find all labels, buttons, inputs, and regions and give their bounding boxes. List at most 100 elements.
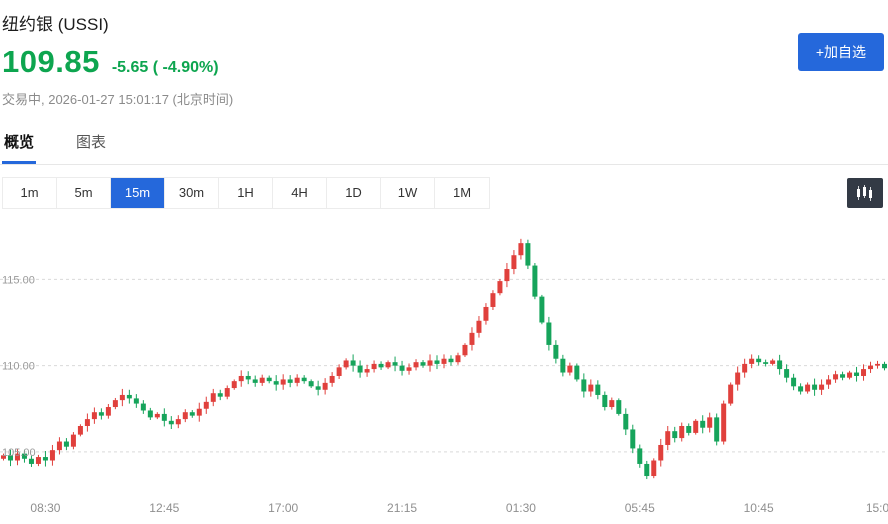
candle-body: [805, 384, 811, 392]
candle-body: [42, 457, 48, 461]
candle-body: [0, 455, 6, 459]
candle-body: [434, 360, 440, 364]
candle-body: [224, 388, 230, 397]
candle-body: [882, 363, 888, 369]
x-axis-label: 05:45: [624, 501, 655, 515]
candle-body: [574, 365, 580, 380]
candle-body: [84, 419, 90, 426]
chart-canvas: 115.00 110.00 105.00: [0, 238, 888, 480]
candle-body: [707, 417, 713, 428]
candle-body: [791, 377, 797, 387]
candle-body: [210, 393, 216, 402]
candle-body: [588, 384, 594, 392]
current-price: 109.85: [2, 44, 100, 79]
candle-body: [112, 400, 118, 408]
candle-body: [721, 403, 727, 442]
timeframe-15m[interactable]: 15m: [111, 178, 165, 208]
y-axis-label: 110.00: [2, 361, 35, 373]
y-axis-label: 105.00: [2, 447, 36, 459]
candle-body: [273, 381, 279, 385]
candle-body: [469, 332, 475, 345]
candlestick-chart[interactable]: 115.00 110.00 105.00 08:30 12:45 17:00 21:15 0…: [0, 219, 888, 519]
tab-overview[interactable]: 概览: [2, 121, 37, 164]
candle-body: [581, 379, 587, 392]
candle-body: [672, 431, 678, 439]
candle-body: [301, 377, 307, 382]
candle-body: [539, 296, 545, 323]
candle-body: [56, 441, 62, 451]
candle-body: [231, 381, 237, 389]
candle-body: [532, 265, 538, 297]
candle-body: [784, 369, 790, 378]
candle-body: [420, 362, 426, 366]
candle-body: [252, 379, 258, 383]
candle-body: [812, 384, 818, 390]
candle-body: [98, 412, 104, 416]
timeframe-1M[interactable]: 1M: [435, 178, 489, 208]
candle-body: [21, 453, 27, 459]
timeframe-4H[interactable]: 4H: [273, 178, 327, 208]
candle-body: [658, 444, 664, 461]
candle-body: [798, 386, 804, 392]
candle-body: [168, 420, 174, 425]
candle-body: [455, 355, 461, 363]
candle-body: [665, 431, 671, 445]
candle-body: [511, 255, 517, 270]
candle-body: [336, 367, 342, 376]
trading-status: 交易中, 2026-01-27 15:01:17 (北京时间): [2, 92, 234, 107]
candlestick-icon: [857, 185, 872, 201]
candle-body: [742, 363, 748, 373]
candle-body: [518, 243, 524, 256]
candle-body: [182, 412, 188, 420]
candle-body: [728, 384, 734, 404]
candle-body: [189, 412, 195, 416]
candle-body: [147, 410, 153, 418]
candle-body: [280, 379, 286, 385]
candle-body: [357, 365, 363, 373]
candle-body: [861, 369, 867, 376]
candle-body: [392, 362, 398, 366]
candle-body: [322, 382, 328, 390]
chart-style-button[interactable]: [847, 178, 883, 208]
add-watchlist-button[interactable]: +加自选: [797, 33, 884, 71]
x-axis-label: 21:15: [387, 501, 418, 515]
candle-body: [329, 375, 335, 383]
candle-body: [413, 362, 419, 368]
candle-body: [490, 293, 496, 307]
candle-body: [700, 420, 706, 428]
candle-body: [504, 269, 510, 282]
candle-body: [35, 457, 41, 464]
x-axis-label: 01:30: [505, 501, 536, 515]
timeframe-1W[interactable]: 1W: [381, 178, 435, 208]
candle-body: [238, 375, 244, 382]
candle-body: [343, 360, 349, 368]
candle-body: [770, 360, 776, 364]
candle-body: [427, 360, 433, 366]
timeframe-1m[interactable]: 1m: [3, 178, 57, 208]
candle-body: [350, 360, 356, 366]
candle-body: [266, 377, 272, 382]
candle-body: [49, 450, 55, 461]
tab-chart[interactable]: 图表: [76, 134, 107, 151]
timeframe-1D[interactable]: 1D: [327, 178, 381, 208]
candle-body: [287, 379, 293, 383]
candle-body: [679, 426, 685, 439]
price-row: 109.85 -5.65 ( -4.90%): [2, 44, 888, 80]
x-axis-labels: 08:30 12:45 17:00 21:15 01:30 05:45 10:45 15:0: [0, 501, 888, 517]
timeframe-1H[interactable]: 1H: [219, 178, 273, 208]
candle-body: [777, 360, 783, 370]
candle-body: [175, 419, 181, 425]
candle-body: [840, 374, 846, 378]
x-axis-label: 17:00: [268, 501, 299, 515]
candle-body: [126, 394, 132, 399]
candle-body: [105, 407, 111, 416]
candle-body: [196, 408, 202, 416]
candle-body: [245, 375, 251, 380]
candle-body: [476, 320, 482, 333]
candle-body: [406, 367, 412, 371]
timeframe-30m[interactable]: 30m: [165, 178, 219, 208]
candle-body: [217, 393, 223, 397]
candle-body: [875, 363, 881, 366]
timeframe-5m[interactable]: 5m: [57, 178, 111, 208]
instrument-title: 纽约银 (USSI): [2, 15, 109, 34]
